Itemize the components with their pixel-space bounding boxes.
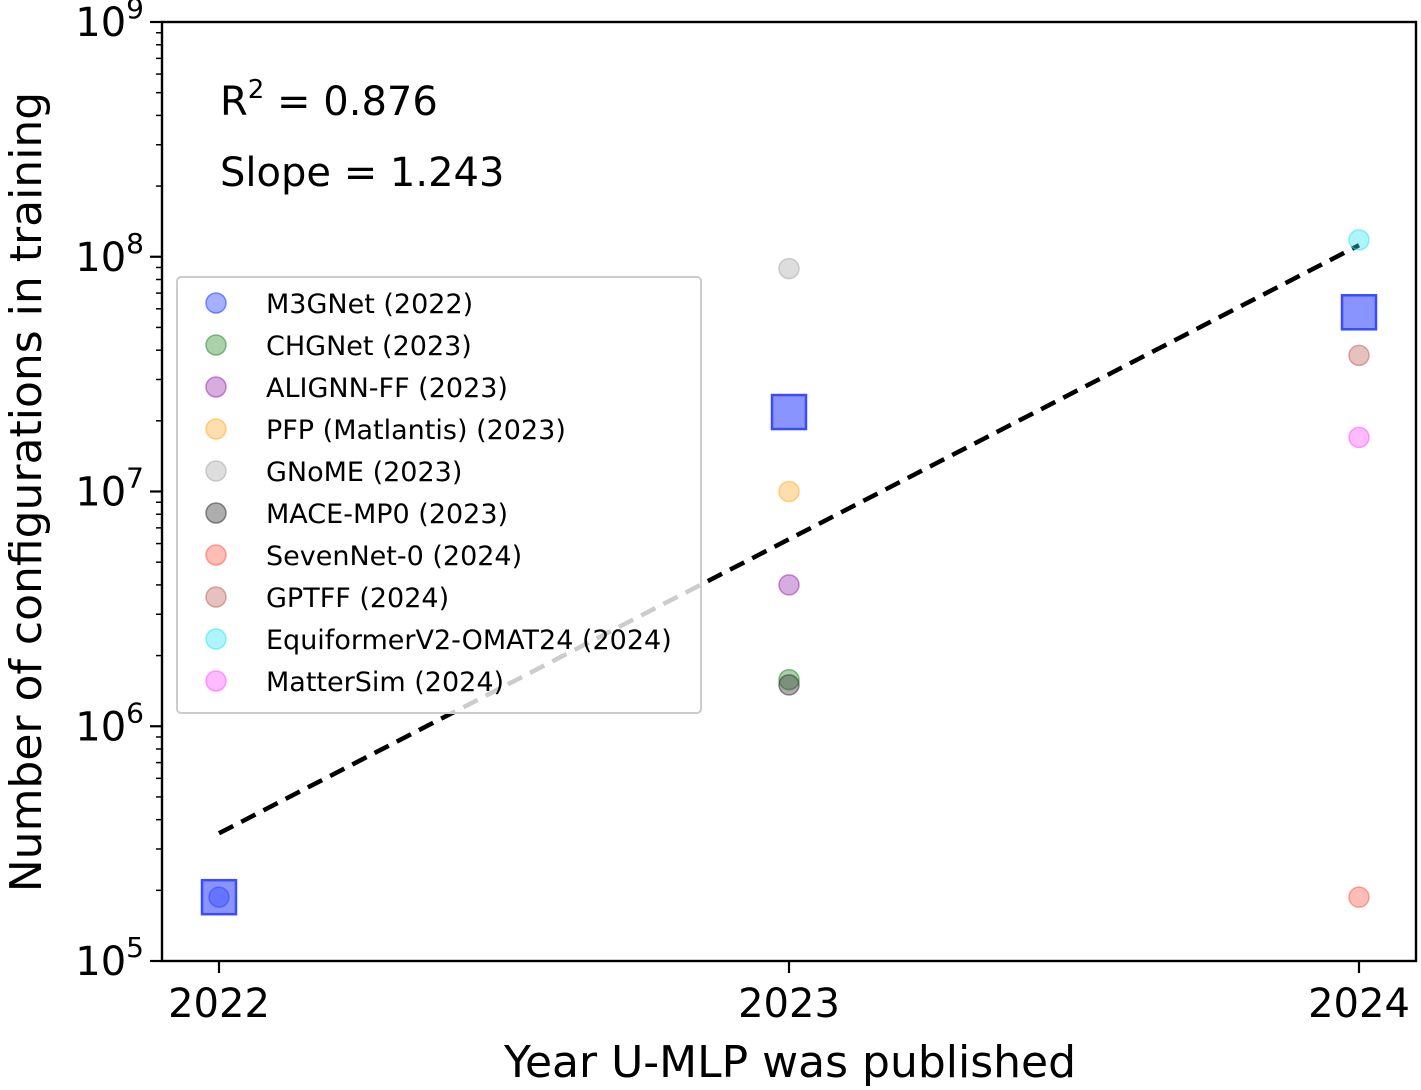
data-point <box>778 480 800 503</box>
legend-marker <box>205 502 227 524</box>
data-point <box>778 668 800 691</box>
legend-marker <box>205 334 227 356</box>
legend-label: MatterSim (2024) <box>266 667 504 698</box>
x-axis-title: Year U-MLP was published <box>503 1037 1076 1088</box>
data-point <box>778 574 800 596</box>
legend-label: M3GNet (2022) <box>266 289 473 320</box>
y-axis-ticks: 105 106 107 108 109 <box>75 0 162 985</box>
trend-line <box>217 243 1361 836</box>
plot-frame <box>160 20 1418 963</box>
trend-line-group <box>217 243 1361 836</box>
legend-label: GNoME (2023) <box>266 457 462 488</box>
data-point <box>1348 344 1370 367</box>
y-tick-label: 107 <box>75 462 144 516</box>
r-squared-annotation: R2 = 0.876 <box>220 75 438 125</box>
x-tick-label: 2024 <box>1308 981 1410 1027</box>
x-tick-label: 2022 <box>168 981 270 1027</box>
legend-label: ALIGNN-FF (2023) <box>266 373 508 404</box>
yearly-square-marker <box>770 393 808 431</box>
legend: M3GNet (2022) CHGNet (2023) ALIGNN-FF (202… <box>176 276 702 714</box>
y-axis-title: Number of configurations in training <box>1 92 52 892</box>
yearly-markers <box>200 294 1378 916</box>
legend-marker <box>205 292 227 314</box>
legend-box <box>176 276 702 714</box>
x-tick-label: 2023 <box>738 981 840 1027</box>
legend-label: GPTFF (2024) <box>266 583 449 614</box>
yearly-square-marker <box>1340 294 1378 331</box>
legend-marker <box>205 628 227 650</box>
y-tick-label: 108 <box>75 227 144 281</box>
legend-marker <box>205 544 227 566</box>
data-point <box>778 257 800 280</box>
data-point <box>1348 886 1370 908</box>
slope-annotation: Slope = 1.243 <box>220 150 504 196</box>
legend-label: EquiformerV2-OMAT24 (2024) <box>266 625 672 656</box>
legend-marker <box>205 376 227 398</box>
yearly-square-marker <box>200 878 238 916</box>
legend-marker <box>205 418 227 440</box>
r-squared-exponent: 2 <box>248 75 265 105</box>
legend-marker <box>205 586 227 608</box>
data-point <box>778 674 800 696</box>
y-tick-label: 109 <box>75 0 144 46</box>
legend-label: MACE-MP0 (2023) <box>266 499 508 530</box>
data-point <box>1348 426 1370 449</box>
y-tick-label: 106 <box>75 696 144 750</box>
x-axis-ticks: 2022 2023 2024 <box>168 961 1410 1027</box>
legend-label: PFP (Matlantis) (2023) <box>266 415 566 446</box>
legend-label: CHGNet (2023) <box>266 331 472 362</box>
data-point <box>1348 229 1370 251</box>
y-tick-label: 105 <box>75 931 144 985</box>
legend-marker <box>205 460 227 482</box>
legend-marker <box>205 670 227 692</box>
legend-label: SevenNet-0 (2024) <box>266 541 522 572</box>
